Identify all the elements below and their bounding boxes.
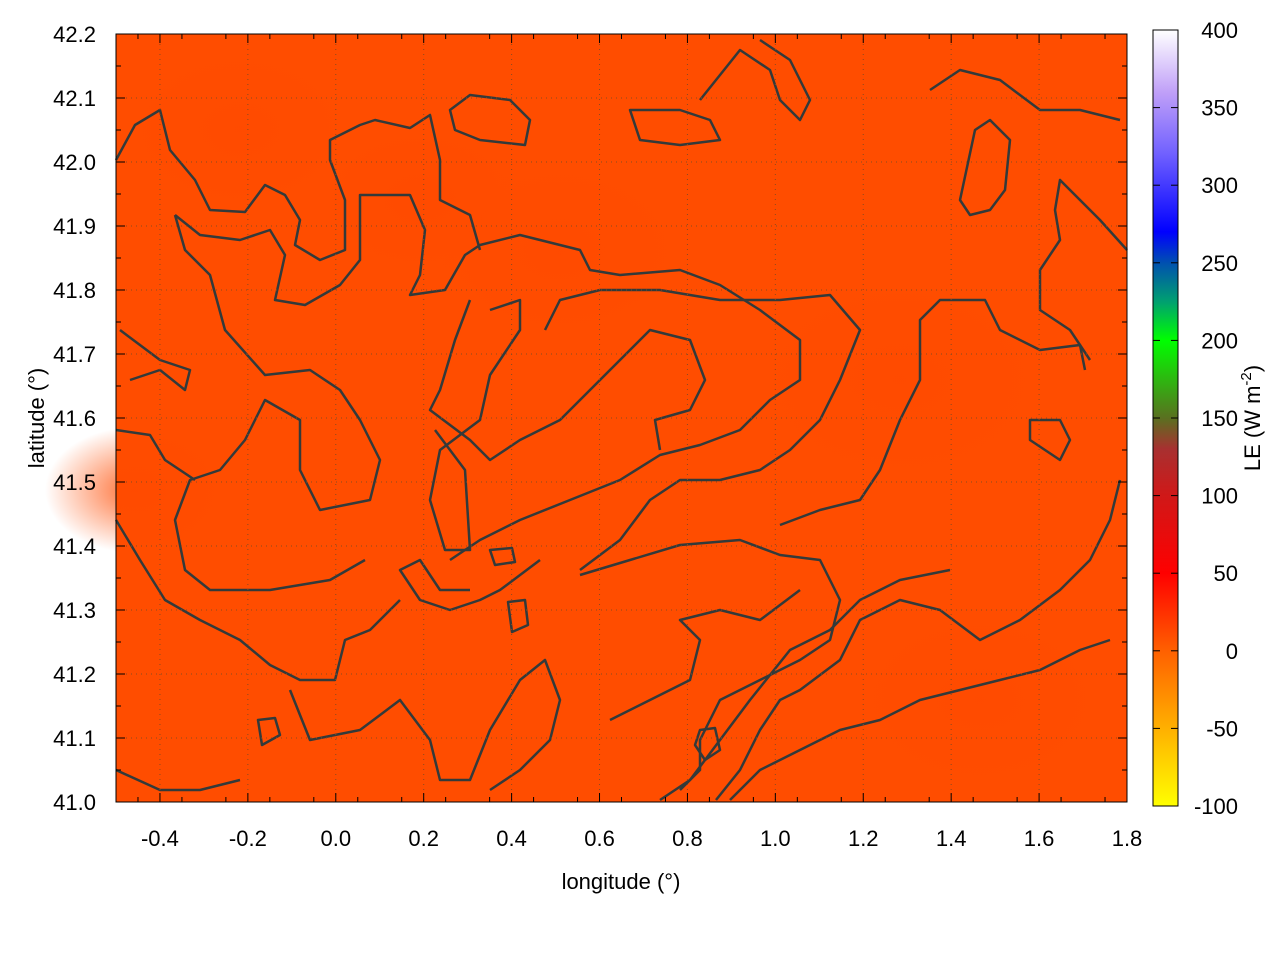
- contour-line: [929, 68, 1121, 122]
- colorbar-tick-label: 100: [1201, 484, 1238, 509]
- colorbar-tick-label: 300: [1201, 173, 1238, 198]
- contour-line: [428, 299, 707, 462]
- y-tick-label: 41.5: [53, 470, 96, 495]
- contour-line: [488, 546, 517, 567]
- colorbar-tick-label: 150: [1201, 406, 1238, 431]
- x-tick-label: 0.4: [496, 826, 527, 851]
- contour-line: [115, 768, 241, 792]
- contour-line: [256, 716, 282, 747]
- contour-line: [958, 118, 1012, 217]
- y-tick-label: 42.2: [53, 22, 96, 47]
- y-tick-label: 41.1: [53, 726, 96, 751]
- y-axis-label: latitude (°): [24, 368, 49, 469]
- x-tick-label: 0.6: [584, 826, 615, 851]
- colorbar: 400 350 300 250 200 150 100 50 0 -50 -100: [1152, 18, 1238, 819]
- y-tick-label: 41.7: [53, 342, 96, 367]
- x-tick-label: 0.0: [320, 826, 351, 851]
- y-tick-label: 41.6: [53, 406, 96, 431]
- x-axis-label: longitude (°): [562, 869, 681, 894]
- heatmap-warm-patch: [760, 282, 1040, 478]
- y-tick-label: 41.4: [53, 534, 96, 559]
- contour-line: [506, 598, 530, 634]
- contour-line: [579, 538, 842, 791]
- colorbar-label-end: ): [1240, 365, 1265, 372]
- colorbar-tick-label: 0: [1226, 639, 1238, 664]
- heatmap-warm-patch: [45, 427, 225, 553]
- contour-line: [448, 93, 532, 147]
- y-tick-label: 41.0: [53, 790, 96, 815]
- x-tick-label: 0.2: [408, 826, 439, 851]
- contour-line: [779, 298, 1087, 527]
- x-tick-label: 0.8: [672, 826, 703, 851]
- x-tick-label: 1.6: [1024, 826, 1055, 851]
- y-tick-label: 42.1: [53, 86, 96, 111]
- x-tick-label: -0.4: [141, 826, 179, 851]
- colorbar-label-sup: -2: [1238, 372, 1255, 385]
- x-tick-label: 1.2: [848, 826, 879, 851]
- contour-line: [628, 108, 722, 147]
- colorbar-tick-label: -50: [1206, 716, 1238, 741]
- colorbar-tick-label: 400: [1201, 18, 1238, 43]
- colorbar-tick-label: 50: [1214, 561, 1238, 586]
- x-tick-label: 1.8: [1112, 826, 1143, 851]
- contour-line: [288, 658, 562, 792]
- contour-line: [609, 589, 801, 722]
- contour-line: [115, 428, 196, 482]
- y-tick-label: 41.9: [53, 214, 96, 239]
- y-tick-label: 41.2: [53, 662, 96, 687]
- x-tick-label: 1.4: [936, 826, 967, 851]
- contour-line: [114, 519, 401, 682]
- colorbar-tick-label: 350: [1201, 96, 1238, 121]
- x-tick-label: 1.0: [760, 826, 791, 851]
- heatmap-warm-patch: [860, 616, 1100, 784]
- colorbar-tick-label: 200: [1201, 328, 1238, 353]
- contour-line: [1028, 418, 1072, 462]
- y-tick-label: 42.0: [53, 150, 96, 175]
- contour-line: [1038, 178, 1128, 361]
- colorbar-tick-label: 250: [1201, 251, 1238, 276]
- contour-line: [428, 298, 522, 552]
- contour-line: [693, 726, 722, 762]
- contour-line: [659, 568, 951, 802]
- contour-line: [699, 38, 812, 122]
- contour-line: [173, 214, 382, 592]
- y-tick-label: 41.3: [53, 598, 96, 623]
- axes: -0.4 -0.2 0.0 0.2 0.4 0.6 0.8 1.0 1.2 1.4 1.6 1.8 41…: [53, 22, 1142, 851]
- colorbar-tick-label: -100: [1194, 794, 1238, 819]
- x-tick-label: -0.2: [229, 826, 267, 851]
- colorbar-label-main: LE (W m: [1240, 386, 1265, 472]
- contour-line: [715, 479, 1122, 801]
- contour-line: [174, 193, 802, 562]
- plot-border: [115, 33, 1128, 803]
- contour-line: [114, 108, 482, 262]
- contour-line: [398, 558, 541, 612]
- contour-lines: [114, 38, 1128, 802]
- contour-line: [543, 288, 862, 571]
- y-tick-label: 41.8: [53, 278, 96, 303]
- colorbar-label: LE (W m-2): [1238, 365, 1265, 471]
- heatmap-warm-patch: [320, 130, 520, 270]
- heatmap-warm-patch: [130, 53, 350, 207]
- contour-line: [119, 329, 192, 392]
- contour-line: [729, 638, 1111, 801]
